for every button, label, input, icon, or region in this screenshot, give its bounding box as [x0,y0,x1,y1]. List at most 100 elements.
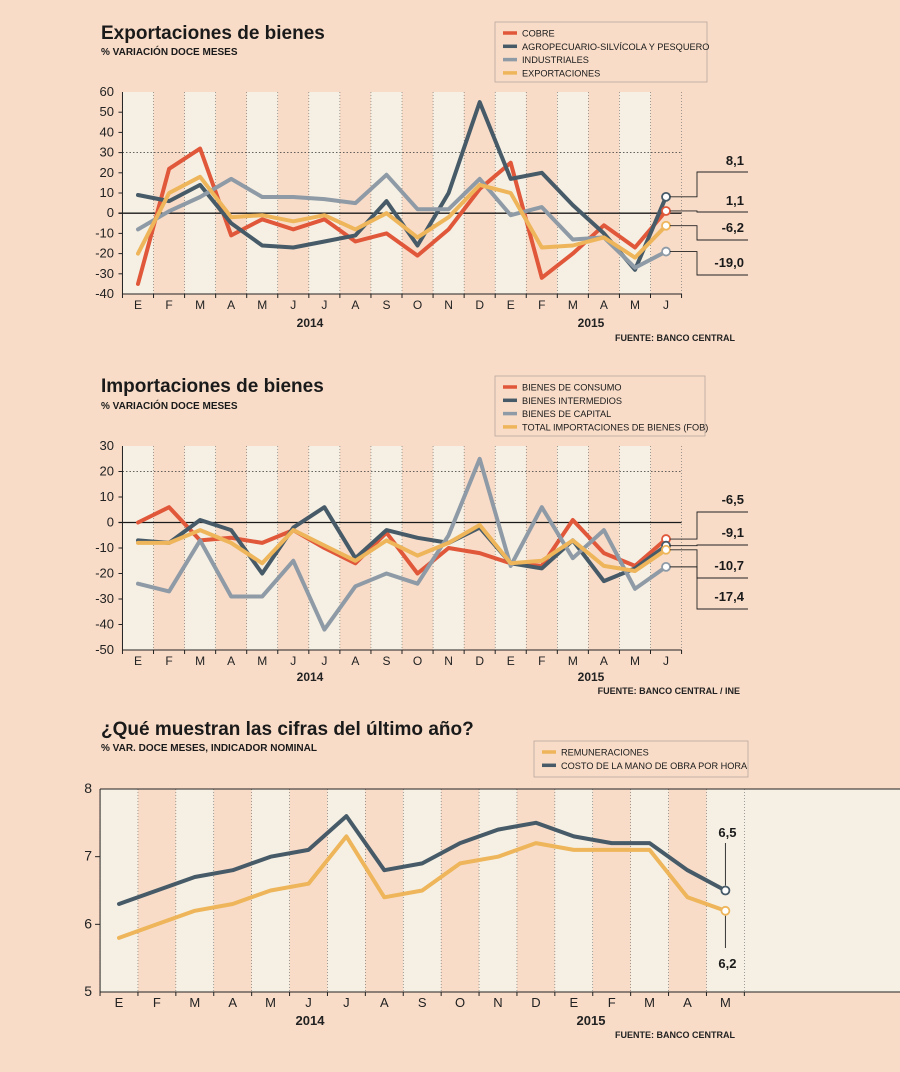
callout-leader [670,549,748,579]
y-tick-label: 0 [107,515,114,530]
wages-source: FUENTE: BANCO CENTRAL [615,1030,735,1040]
x-tick-label: M [265,995,276,1010]
x-tick-label: N [493,995,502,1010]
y-tick-label: -20 [95,246,114,261]
x-tick-label: A [351,654,359,668]
x-tick-label: A [227,654,235,668]
stripe [175,789,214,992]
wages-subtitle: % VAR. DOCE MESES, INDICADOR NOMINAL [101,743,317,754]
imports-title: Importaciones de bienes [101,376,324,397]
end-value-label: -9,1 [722,525,744,540]
stripe [479,789,517,992]
x-tick-label: A [380,995,389,1010]
y-tick-label: -30 [95,266,114,281]
x-tick-label: M [630,298,640,312]
x-tick-label: F [608,995,616,1010]
y-tick-label: 20 [100,165,114,180]
year-label: 2015 [578,670,605,684]
legend-box [494,375,706,437]
stripe [308,92,340,294]
exports-source: FUENTE: BANCO CENTRAL [615,333,735,343]
legend-label: AGROPECUARIO-SILVÍCOLA Y PESQUERO [522,42,709,52]
y-tick-label: 5 [84,983,92,999]
stripe [554,789,593,992]
y-tick-label: 60 [100,84,114,99]
stripe [516,789,555,992]
series-line [117,814,728,906]
callout-leader [670,251,748,276]
x-tick-label: J [663,298,669,312]
y-tick-label: 6 [84,915,92,931]
end-value-label: -6,2 [722,220,744,235]
x-tick-label: J [290,298,296,312]
imports-chart: Importaciones de bienes % VARIACIÓN DOCE … [95,375,748,696]
stripe [464,446,496,650]
y-tick-label: 50 [100,104,114,119]
end-value-label: 6,5 [718,825,736,840]
callout-leader [670,566,748,610]
stripe [213,789,252,992]
stripe [402,446,434,650]
x-tick-label: M [568,654,578,668]
x-tick-label: J [663,654,669,668]
year-label: 2014 [297,670,324,684]
y-tick-label: -40 [95,617,114,632]
stripe [630,789,669,992]
x-tick-label: J [321,654,327,668]
x-tick-label: J [290,654,296,668]
legend-label: REMUNERACIONES [561,748,649,758]
legend-box [533,740,749,778]
series-line [136,146,668,286]
stripe [370,92,403,294]
x-tick-label: E [115,995,124,1010]
end-marker [720,905,731,916]
x-tick-label: M [630,654,640,668]
year-label: 2014 [297,316,324,330]
callout-leader [670,171,748,198]
stripe [246,92,278,294]
stripe [246,446,278,650]
end-value-label: 6,2 [718,956,736,971]
y-tick-label: -10 [95,225,114,240]
x-tick-label: J [321,298,327,312]
y-tick-label: -50 [95,642,114,657]
imports-subtitle: % VARIACIÓN DOCE MESES [101,399,238,412]
exports-subtitle: % VARIACIÓN DOCE MESES [101,45,238,58]
legend-label: BIENES DE CAPITAL [522,409,611,419]
y-tick-label: 20 [100,464,114,479]
stripe [277,446,309,650]
x-tick-label: A [600,298,608,312]
series-line [136,505,668,576]
series-line [136,172,668,270]
y-tick-label: 10 [100,489,114,504]
callout-leader [670,544,748,547]
x-tick-label: F [153,995,161,1010]
y-tick-label: -30 [95,591,114,606]
x-tick-label: M [257,654,267,668]
y-tick-label: -10 [95,540,114,555]
stripe [153,446,185,650]
stripe [289,789,328,992]
stripe [122,446,154,650]
end-marker [661,220,671,231]
series-line [136,456,668,632]
x-tick-label: S [382,298,390,312]
legend-label: TOTAL IMPORTACIONES DE BIENES (FOB) [522,422,708,432]
end-value-label: 8,1 [726,153,744,168]
x-tick-label: E [569,995,578,1010]
end-value-label: -10,7 [714,558,744,573]
end-value-label: -6,5 [722,492,744,507]
y-tick-label: -20 [95,566,114,581]
stripe [100,789,138,992]
x-tick-label: O [455,995,465,1010]
x-tick-label: M [189,995,200,1010]
exports-title: Exportaciones de bienes [101,23,325,44]
x-tick-label: F [538,298,545,312]
series-line [117,834,728,940]
x-tick-label: D [475,298,484,312]
x-tick-label: M [257,298,267,312]
end-value-label: 1,1 [726,193,744,208]
x-tick-label: A [600,654,608,668]
series-line [136,523,668,573]
x-tick-label: S [418,995,427,1010]
